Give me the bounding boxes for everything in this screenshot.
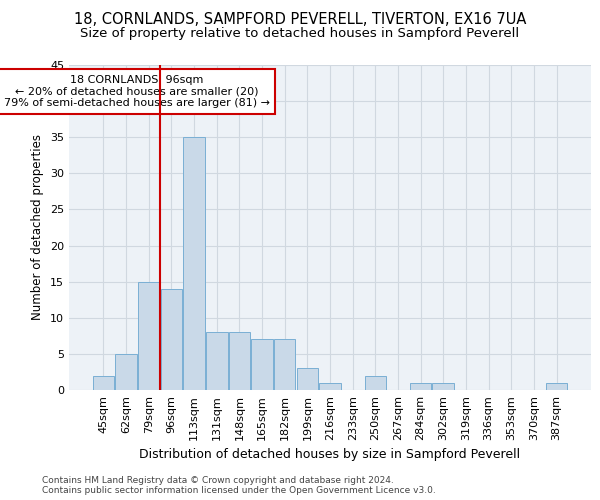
Bar (115, 354, 137, 390)
Bar (365, 376, 386, 390)
Bar (410, 383, 431, 390)
Text: 18 CORNLANDS: 96sqm
← 20% of detached houses are smaller (20)
79% of semi-detach: 18 CORNLANDS: 96sqm ← 20% of detached ho… (4, 74, 270, 108)
Bar (546, 383, 567, 390)
Y-axis label: Number of detached properties: Number of detached properties (31, 134, 44, 320)
Bar (229, 332, 250, 390)
Bar (274, 340, 295, 390)
Bar (433, 383, 454, 390)
Bar (93, 376, 114, 390)
Bar (296, 368, 318, 390)
Text: 18, CORNLANDS, SAMPFORD PEVERELL, TIVERTON, EX16 7UA: 18, CORNLANDS, SAMPFORD PEVERELL, TIVERT… (74, 12, 526, 28)
Text: Size of property relative to detached houses in Sampford Peverell: Size of property relative to detached ho… (80, 28, 520, 40)
Bar (161, 289, 182, 390)
Bar (319, 383, 341, 390)
Bar (138, 282, 160, 390)
Bar (206, 332, 227, 390)
Bar (184, 137, 205, 390)
Text: Contains HM Land Registry data © Crown copyright and database right 2024.
Contai: Contains HM Land Registry data © Crown c… (42, 476, 436, 495)
X-axis label: Distribution of detached houses by size in Sampford Peverell: Distribution of detached houses by size … (139, 448, 521, 462)
Bar (251, 340, 273, 390)
